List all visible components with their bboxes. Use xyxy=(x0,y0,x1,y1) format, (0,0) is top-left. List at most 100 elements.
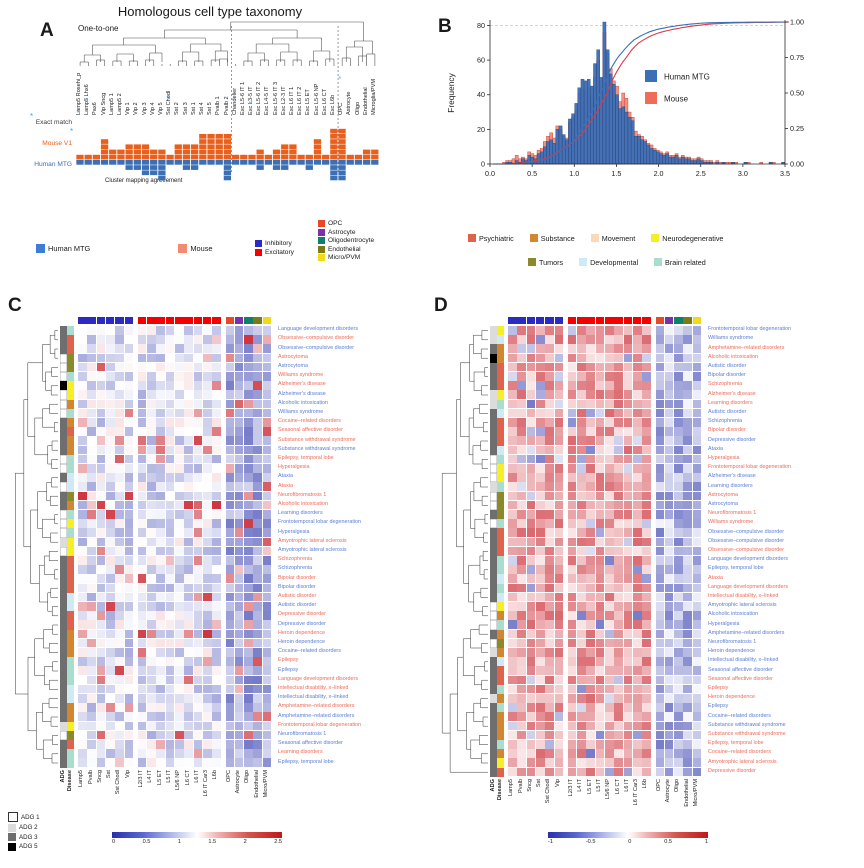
panelC-adg-cell xyxy=(60,491,67,501)
panelD-value-cell xyxy=(674,666,683,675)
panelC-value-cell xyxy=(105,500,115,510)
panelC-value-cell xyxy=(96,464,106,473)
panelD-value-cell xyxy=(577,684,586,694)
panelC-value-cell xyxy=(234,528,244,537)
panelD-value-cell xyxy=(655,684,665,694)
panelC-value-cell xyxy=(124,399,134,409)
panelC-adg-cell xyxy=(60,556,67,566)
panelD-value-cell xyxy=(595,712,605,721)
panelD-adg-cell xyxy=(490,390,497,400)
panelC-value-cell xyxy=(175,583,184,593)
panelC-value-cell xyxy=(165,399,175,409)
panelD-value-cell xyxy=(692,353,702,363)
panelD-value-cell xyxy=(595,740,605,749)
panelC-value-cell xyxy=(244,445,253,455)
panelC-value-cell xyxy=(175,335,184,344)
panelD-row-label: Neurofibromatosis 1 xyxy=(708,639,757,645)
panelD-value-cell xyxy=(517,519,526,528)
cbD-tick-label: 0 xyxy=(628,839,632,845)
panelC-value-cell xyxy=(105,491,115,501)
panelD-value-cell xyxy=(683,381,693,390)
panelD-column-class-bar xyxy=(632,317,642,324)
panelC-value-cell xyxy=(87,602,96,611)
panel-c-letter: C xyxy=(8,295,22,316)
panelD-value-cell xyxy=(517,491,526,501)
panelD-row-label: Bipolar disorder xyxy=(708,372,746,379)
panelC-value-cell xyxy=(175,399,184,409)
panelD-value-cell xyxy=(545,454,554,464)
panelC-value-cell xyxy=(234,602,244,611)
panel-a-xlabel: Cluster mapping agreeement xyxy=(105,178,183,184)
panelC-value-cell xyxy=(147,740,156,749)
svg-text:40: 40 xyxy=(477,90,485,99)
panelD-value-cell xyxy=(577,611,586,620)
panelC-value-cell xyxy=(202,335,212,344)
legend-adg-label: ADG 5 xyxy=(19,843,38,850)
panelC-value-cell xyxy=(96,712,106,721)
panelC-value-cell xyxy=(262,482,272,491)
panelD-value-cell xyxy=(567,408,577,418)
panelD-value-cell xyxy=(655,712,665,721)
panelC-value-cell xyxy=(212,326,221,335)
panelC-value-cell xyxy=(87,675,96,685)
panelC-value-cell xyxy=(253,684,263,694)
panelC-value-cell xyxy=(234,574,244,583)
panelD-value-cell xyxy=(655,326,665,335)
panelD-value-cell xyxy=(664,473,674,482)
panelD-value-cell xyxy=(642,767,651,777)
legend-disease-row1: Psychiatric Substance Movement Neurodegener… xyxy=(468,229,739,247)
panelD-value-cell xyxy=(692,712,702,721)
panelC-value-cell xyxy=(253,583,263,593)
panelD-value-cell xyxy=(692,381,702,390)
panelD-value-cell xyxy=(577,362,586,372)
panelD-value-cell xyxy=(632,574,642,583)
panelC-value-cell xyxy=(225,620,235,629)
panelD-value-cell xyxy=(567,758,577,767)
panelC-value-cell xyxy=(147,372,156,381)
panelC-row-label: Epilepsy xyxy=(278,657,299,664)
panelD-column-class-bar xyxy=(577,317,586,324)
panelD-value-cell xyxy=(545,574,554,583)
panelC-value-cell xyxy=(147,491,156,501)
panelD-value-cell xyxy=(508,565,517,574)
panelC-value-cell xyxy=(202,546,212,556)
panelC-value-cell xyxy=(193,381,203,390)
panelC-adg-cell xyxy=(60,620,67,630)
panelD-value-cell xyxy=(664,344,674,353)
panelD-disease-cell xyxy=(497,372,504,382)
panelD-value-cell xyxy=(526,399,536,409)
panelC-column-label: Oligo xyxy=(244,769,251,783)
panelC-value-cell xyxy=(124,712,134,721)
panelC-value-cell xyxy=(156,694,166,703)
panelD-value-cell xyxy=(526,427,536,436)
panelD-value-cell xyxy=(567,740,577,749)
panelD-value-cell xyxy=(605,408,614,418)
panelC-value-cell xyxy=(105,675,115,685)
panelD-value-cell xyxy=(614,657,623,666)
panelC-value-cell xyxy=(202,565,212,574)
panelC-value-cell xyxy=(175,574,184,583)
panelD-value-cell xyxy=(567,353,577,363)
panelC-value-cell xyxy=(253,399,263,409)
panelD-value-cell xyxy=(595,326,605,335)
panel-a-subtitle: One-to-one xyxy=(78,24,119,33)
panelC-adg-cell xyxy=(60,335,67,345)
panelD-value-cell xyxy=(642,519,651,528)
panelD-value-cell xyxy=(535,749,545,758)
panelD-column-class-bar xyxy=(595,317,605,324)
panelD-value-cell xyxy=(545,721,554,731)
panelD-value-cell xyxy=(595,436,605,445)
panelC-value-cell xyxy=(175,629,184,639)
panelD-value-cell xyxy=(632,445,642,455)
panelC-value-cell xyxy=(244,574,253,583)
panelD-adg-cell xyxy=(490,730,497,740)
panelD-value-cell xyxy=(535,537,545,547)
panelD-value-cell xyxy=(517,546,526,556)
panelC-value-cell xyxy=(156,500,166,510)
panelC-value-cell xyxy=(244,464,253,473)
panelC-value-cell xyxy=(105,390,115,399)
exact-match-bar-star: * xyxy=(70,127,74,136)
panelC-value-cell xyxy=(184,638,193,648)
panelC-value-cell xyxy=(78,537,87,547)
panelC-value-cell xyxy=(105,602,115,611)
